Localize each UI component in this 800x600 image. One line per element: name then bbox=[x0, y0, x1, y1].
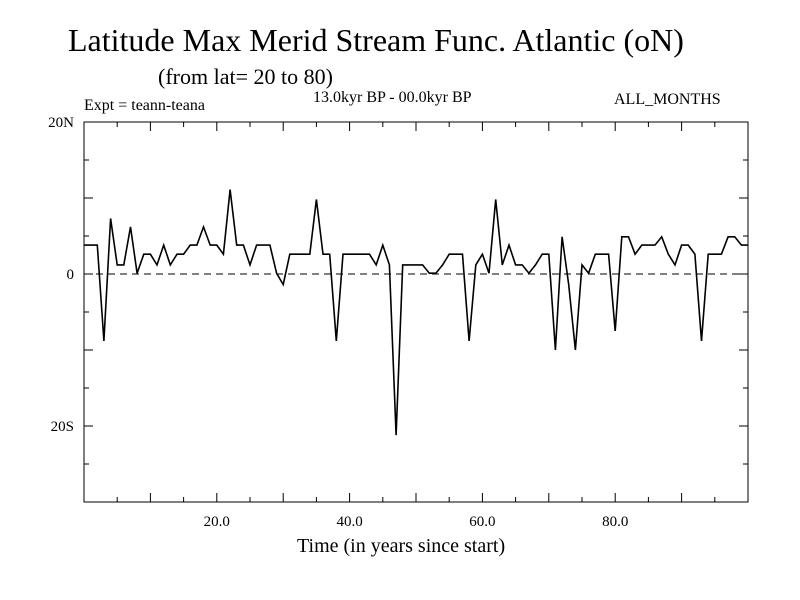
chart-subtitle: (from lat= 20 to 80) bbox=[158, 64, 333, 89]
period-label: 13.0kyr BP - 00.0kyr BP bbox=[313, 89, 472, 106]
x-tick-label: 20.0 bbox=[204, 514, 230, 530]
series-line-teann-teana bbox=[84, 189, 748, 436]
y-tick-label: 0 bbox=[67, 267, 75, 283]
plot-frame bbox=[83, 121, 749, 503]
y-tick-label: 20N bbox=[48, 115, 74, 131]
x-axis-label: Time (in years since start) bbox=[297, 535, 506, 557]
x-tick-label: 80.0 bbox=[602, 514, 628, 530]
y-tick-label: 20S bbox=[51, 419, 74, 435]
chart-title: Latitude Max Merid Stream Func. Atlantic… bbox=[68, 22, 684, 58]
months-label: ALL_MONTHS bbox=[614, 91, 721, 108]
experiment-label: Expt = teann-teana bbox=[84, 97, 205, 114]
x-tick-label: 60.0 bbox=[469, 514, 495, 530]
x-tick-label: 40.0 bbox=[336, 514, 362, 530]
